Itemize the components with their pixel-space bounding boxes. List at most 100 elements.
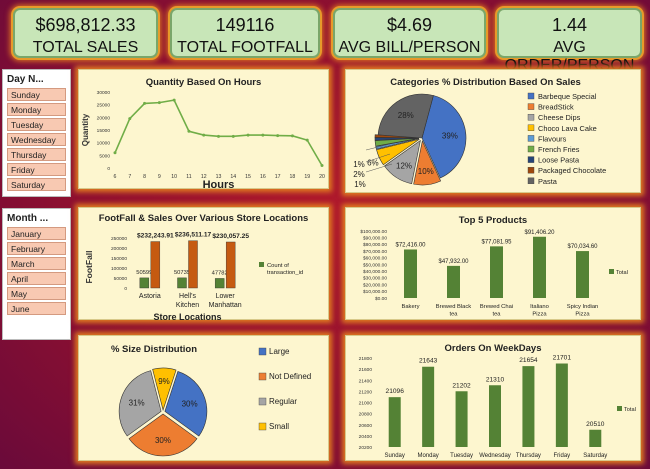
y-tick-label: 5000 — [99, 153, 110, 159]
x-tick-label: Spicy Indian Pizza — [567, 304, 599, 318]
day-slicer-item[interactable]: Wednesday — [7, 133, 66, 146]
legend-label: Pasta — [538, 177, 558, 186]
top-products-panel: Top 5 Products $0.00 $10,000.00 $20,000.00… — [345, 207, 641, 320]
month-slicer-item[interactable]: March — [7, 257, 66, 270]
slice-label: 1% — [354, 180, 366, 189]
legend-swatch — [258, 422, 267, 431]
x-tick-label: 13 — [216, 174, 222, 180]
x-tick-label: Brewed Black tea — [436, 304, 472, 318]
leader-line — [365, 163, 393, 173]
pie-slice — [164, 371, 208, 437]
x-tick-label: 11 — [186, 174, 191, 180]
legend-swatch — [258, 347, 267, 356]
month-slicer-item[interactable]: May — [7, 287, 66, 300]
data-point — [187, 129, 191, 133]
x-tick-label: Italiano Pizza — [530, 304, 549, 318]
data-point — [320, 163, 324, 167]
x-tick-label: 18 — [290, 174, 296, 180]
y-tick-label: 200000 — [111, 246, 127, 252]
bar — [214, 278, 225, 289]
bar — [188, 240, 198, 289]
y-tick-label: 20000 — [97, 115, 111, 121]
bar — [589, 429, 602, 447]
legend-label: Regular — [269, 397, 297, 406]
x-axis-label: Hours — [203, 179, 235, 190]
data-point — [172, 98, 176, 102]
legend-swatch — [609, 269, 614, 274]
data-label: $91,406.20 — [524, 230, 555, 236]
data-label: $47,932.00 — [438, 259, 469, 265]
legend-label: Not Defined — [269, 372, 311, 381]
kpi-value: $698,812.33 — [35, 15, 136, 35]
legend-swatch — [527, 177, 535, 185]
month-slicer-item[interactable]: April — [7, 272, 66, 285]
month-slicer-item[interactable]: January — [7, 227, 66, 240]
month-slicer: Month ... January February March April M… — [2, 208, 71, 340]
x-tick-label: Lower Manhattan — [209, 293, 242, 309]
kpi-label: TOTAL FOOTFALL — [177, 39, 313, 56]
kpi-label: TOTAL SALES — [32, 39, 139, 56]
legend-swatch — [527, 145, 535, 153]
x-tick-label: 7 — [128, 174, 131, 180]
kpi-avg-bill: $4.69 AVG BILL/PERSON — [333, 8, 486, 58]
day-slicer-item[interactable]: Monday — [7, 103, 66, 116]
y-tick-label: 20400 — [359, 434, 373, 440]
legend-swatch — [258, 372, 267, 381]
slice-label: 30% — [182, 399, 198, 408]
x-tick-label: Friday — [554, 453, 571, 459]
data-point — [202, 133, 206, 137]
chart-title: % Size Distribution — [110, 344, 198, 355]
weekday-bar-chart: 20200 20400 20600 20800 21000 21200 21400 21600… — [359, 355, 636, 459]
data-label: 47782 — [212, 270, 228, 276]
data-label: 21643 — [419, 358, 438, 365]
bar — [404, 249, 417, 298]
data-point — [290, 134, 294, 138]
bar — [225, 241, 236, 289]
legend-label: Count of transaction_id — [267, 263, 303, 276]
y-tick-label: 0 — [107, 166, 110, 172]
data-point — [231, 134, 235, 138]
y-tick-label: $50,000.00 — [363, 262, 387, 268]
month-slicer-title: Month ... — [7, 213, 49, 224]
data-label: 50735 — [174, 270, 190, 276]
day-slicer-item[interactable]: Sunday — [7, 88, 66, 101]
chart-title: Quantity Based On Hours — [145, 77, 262, 88]
legend-swatch — [617, 406, 622, 411]
y-tick-label: 30000 — [97, 90, 111, 96]
series-line — [114, 99, 323, 166]
kpi-value: $4.69 — [386, 15, 433, 35]
legend-label: Loose Pasta — [538, 156, 580, 165]
size-panel: % Size Distribution 30% 30% 31% 9% Large Not … — [78, 335, 329, 461]
data-label: 21701 — [553, 355, 572, 362]
day-slicer-item[interactable]: Friday — [7, 163, 66, 176]
bar — [490, 246, 503, 298]
slice-label: 12% — [396, 162, 412, 171]
y-tick-label: $100,000.00 — [360, 229, 387, 235]
bar — [555, 363, 568, 447]
y-tick-label: 21000 — [359, 401, 373, 407]
legend-label: Large — [269, 347, 290, 356]
month-slicer-item[interactable]: June — [7, 302, 66, 315]
bar — [576, 251, 589, 298]
month-slicer-item[interactable]: February — [7, 242, 66, 255]
x-tick-label: 20 — [319, 174, 325, 180]
data-point — [276, 134, 280, 138]
day-slicer-item[interactable]: Tuesday — [7, 118, 66, 131]
y-tick-label: 0 — [124, 286, 127, 292]
pie-slice — [118, 370, 162, 437]
day-slicer-item[interactable]: Thursday — [7, 148, 66, 161]
bar — [489, 385, 501, 447]
x-tick-label: Hell's Kitchen — [176, 293, 199, 309]
x-axis-label: Store Locations — [153, 312, 221, 321]
y-tick-label: 100000 — [111, 266, 127, 272]
y-tick-label: $0.00 — [375, 296, 387, 302]
y-tick-label: 20600 — [359, 423, 373, 429]
kpi-total-sales: $698,812.33 TOTAL SALES — [13, 8, 158, 58]
kpi-avg-order: 1.44 AVG ORDER/PERSON — [497, 8, 642, 74]
x-tick-label: Tuesday — [450, 453, 473, 459]
legend-swatch — [527, 103, 535, 110]
data-label: $230,057.25 — [212, 233, 249, 240]
day-slicer-item[interactable]: Saturday — [7, 178, 66, 191]
chart-title: FootFall & Sales Over Various Store Loca… — [98, 213, 309, 224]
x-tick-label: Saturday — [583, 453, 607, 459]
